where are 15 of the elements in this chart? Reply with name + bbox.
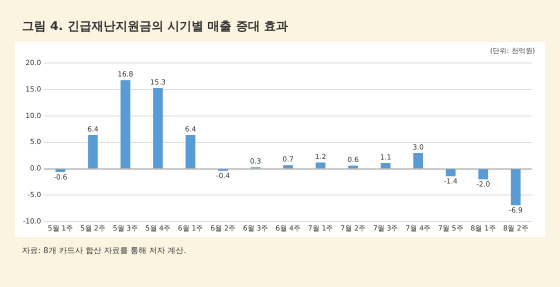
bar <box>153 88 163 168</box>
text: 자료: 8개 카드사 합산 자료를 통해 저자 계산. <box>22 245 186 256</box>
bar <box>478 169 488 180</box>
bar <box>348 166 358 168</box>
bar <box>55 169 66 172</box>
bar <box>120 80 130 168</box>
bar <box>88 135 98 168</box>
bar <box>380 162 391 168</box>
chart-title: 그림 4. 긴급재난지원금의 시기별 매출 증대 효과 <box>22 18 288 35</box>
bar <box>446 169 456 176</box>
bar <box>283 165 293 168</box>
bar <box>510 169 521 206</box>
bar <box>186 135 196 168</box>
bar <box>316 162 326 168</box>
bar <box>413 152 424 168</box>
